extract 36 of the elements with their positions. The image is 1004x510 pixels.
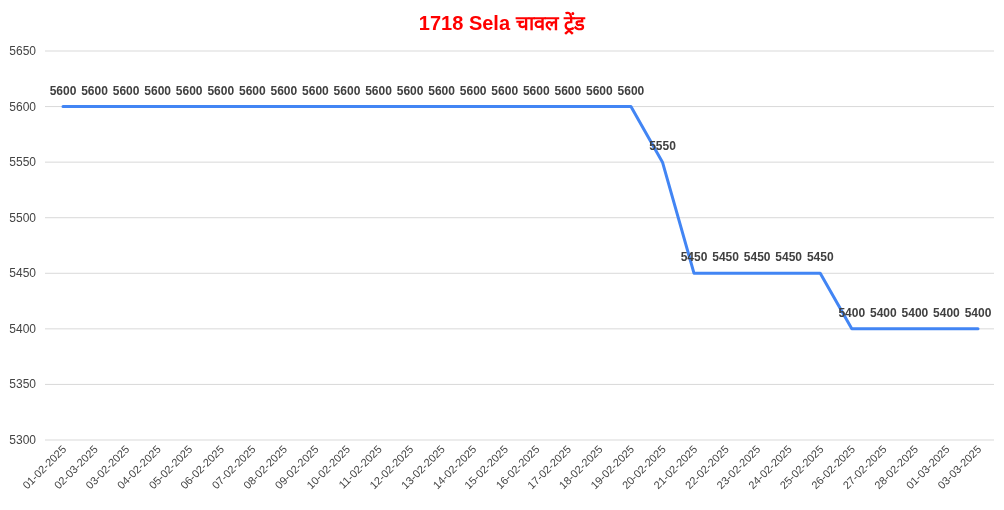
data-label: 5450: [743, 250, 771, 265]
data-label: 5400: [869, 305, 898, 320]
data-label: 5600: [144, 83, 172, 98]
data-label: 5600: [396, 83, 424, 98]
y-tick-label: 5650: [9, 44, 37, 58]
data-label: 5600: [459, 83, 487, 98]
data-label: 5600: [365, 83, 393, 98]
data-label: 5600: [49, 83, 77, 98]
y-tick-label: 5500: [9, 210, 37, 225]
data-label: 5600: [522, 83, 550, 98]
data-label: 5450: [712, 250, 740, 265]
y-tick-label: 5350: [9, 377, 37, 392]
y-tick-label: 5300: [9, 433, 37, 447]
data-label: 5600: [270, 83, 298, 98]
data-label: 5600: [81, 83, 109, 98]
data-label: 5600: [207, 83, 235, 98]
data-label: 5600: [238, 83, 266, 98]
y-tick-label: 5550: [9, 155, 37, 170]
data-label: 5600: [586, 83, 614, 98]
y-tick-label: 5450: [9, 266, 37, 281]
y-tick-label: 5600: [9, 99, 37, 114]
data-label: 5600: [491, 83, 519, 98]
data-label: 5400: [933, 305, 961, 320]
data-label: 5400: [901, 305, 929, 320]
data-label: 5600: [175, 83, 203, 98]
y-tick-label: 5400: [9, 321, 37, 336]
data-label: 5450: [806, 250, 834, 265]
data-label: 5600: [333, 83, 361, 98]
data-label: 5600: [617, 83, 645, 98]
data-label: 5400: [964, 305, 992, 320]
data-label: 5450: [775, 250, 803, 265]
data-label: 5600: [428, 83, 456, 98]
chart-title: 1718 Sela चावल ट्रेंड: [418, 11, 587, 35]
data-label: 5600: [554, 83, 582, 98]
data-label: 5600: [302, 83, 330, 98]
data-label: 5600: [112, 83, 140, 98]
